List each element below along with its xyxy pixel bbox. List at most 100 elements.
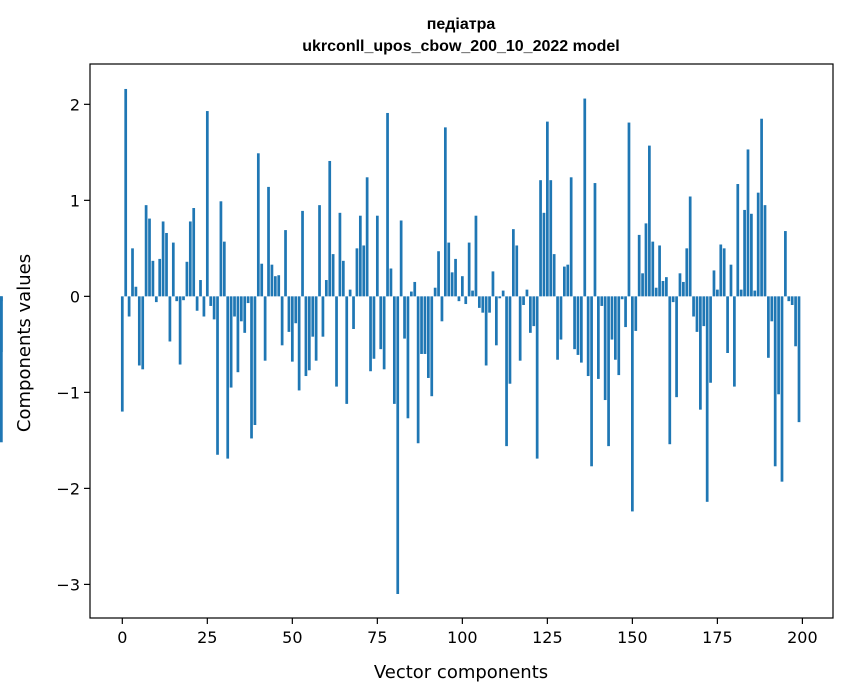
x-tick-label: 175 — [702, 628, 733, 647]
y-tick-label: −3 — [56, 575, 80, 594]
bar-19 — [185, 261, 189, 297]
bar-184 — [746, 149, 750, 297]
bar-37 — [246, 296, 250, 304]
bar-16 — [175, 296, 179, 302]
bar-177 — [722, 248, 726, 297]
bar-116 — [515, 245, 519, 297]
bar-95 — [443, 127, 447, 297]
bar-39 — [253, 296, 257, 426]
bar-122 — [535, 296, 539, 459]
bar-114 — [508, 296, 512, 384]
bar-30 — [222, 241, 226, 297]
bar-60 — [324, 280, 328, 297]
bar-26 — [209, 296, 213, 306]
bar-15 — [171, 242, 175, 297]
bar-138 — [590, 296, 593, 467]
bar-198 — [794, 296, 797, 347]
bar-10 — [154, 296, 158, 303]
bar-120 — [529, 296, 532, 333]
bar-21 — [192, 208, 196, 297]
bar-165 — [682, 281, 685, 297]
bar-185 — [750, 213, 753, 297]
bar-67 — [348, 289, 352, 297]
bar-160 — [665, 277, 668, 297]
bar-178 — [726, 296, 729, 353]
bar-0 — [120, 296, 124, 412]
bar-8 — [148, 218, 151, 297]
chart-title: педіатра — [427, 16, 496, 33]
chart-subtitle: ukrconll_upos_cbow_200_10_2022 model — [302, 38, 619, 55]
bar-66 — [345, 296, 349, 404]
bar-155 — [648, 145, 651, 297]
bar-128 — [556, 296, 559, 360]
bar-81 — [396, 296, 400, 594]
bars-group — [0, 88, 801, 594]
bar-179 — [729, 264, 733, 297]
x-tick-label: 150 — [617, 628, 648, 647]
y-tick-label: 1 — [70, 191, 80, 210]
bar-190 — [767, 296, 770, 358]
bar-43 — [267, 186, 270, 297]
bar-6 — [141, 296, 145, 370]
bar-34 — [236, 296, 240, 373]
bar-141 — [600, 296, 604, 306]
bar-101 — [464, 296, 468, 305]
bar-191 — [770, 296, 774, 322]
bar-98 — [454, 258, 457, 297]
bar-139 — [593, 183, 597, 297]
bar-137 — [586, 296, 590, 377]
bar-85 — [409, 291, 413, 297]
bar-31 — [226, 296, 230, 459]
bar-20 — [188, 221, 192, 297]
bar-104 — [474, 215, 478, 297]
bar-107 — [484, 296, 488, 366]
bar-38 — [250, 296, 253, 439]
bar-25 — [205, 111, 209, 297]
y-tick-label: 2 — [70, 95, 80, 114]
bar-5 — [137, 296, 141, 366]
bar-172 — [705, 296, 709, 502]
bar-90 — [426, 296, 430, 378]
bar-126 — [549, 180, 553, 297]
bar-142 — [603, 296, 607, 401]
bar-187 — [756, 192, 760, 297]
bar-152 — [637, 234, 641, 297]
bar-3 — [131, 248, 134, 297]
bar-154 — [644, 223, 648, 297]
bar-46 — [277, 275, 281, 297]
bar-119 — [525, 289, 529, 297]
bar-13 — [165, 232, 168, 297]
bar-62 — [331, 254, 335, 297]
bar-52 — [297, 296, 301, 391]
bar-84 — [406, 296, 410, 419]
bar-182 — [739, 289, 743, 297]
bar-193 — [777, 296, 780, 395]
bar-2 — [127, 296, 131, 317]
bar-109 — [491, 271, 495, 297]
bar-57 — [314, 296, 318, 361]
bar-93 — [437, 251, 440, 297]
bar-169 — [695, 296, 699, 332]
bar-82 — [399, 220, 403, 297]
bar-197 — [790, 296, 794, 305]
bar-125 — [546, 121, 549, 297]
bar-135 — [580, 296, 583, 363]
bar-112 — [501, 290, 505, 297]
bar-102 — [467, 242, 471, 297]
bar-151 — [634, 296, 638, 331]
bar-47 — [280, 296, 284, 346]
x-tick-label: 0 — [117, 628, 127, 647]
bar-54 — [304, 296, 308, 377]
x-axis-label: Vector components — [374, 662, 548, 683]
bar-156 — [651, 241, 655, 297]
bar-181 — [736, 184, 740, 297]
bar-145 — [614, 296, 617, 360]
bar-1 — [124, 88, 128, 297]
bar-27 — [212, 296, 216, 320]
bar-194 — [780, 296, 784, 482]
bar-174 — [712, 270, 716, 297]
bar-78 — [386, 112, 389, 297]
bar-133 — [573, 296, 576, 350]
bar-108 — [488, 296, 491, 313]
